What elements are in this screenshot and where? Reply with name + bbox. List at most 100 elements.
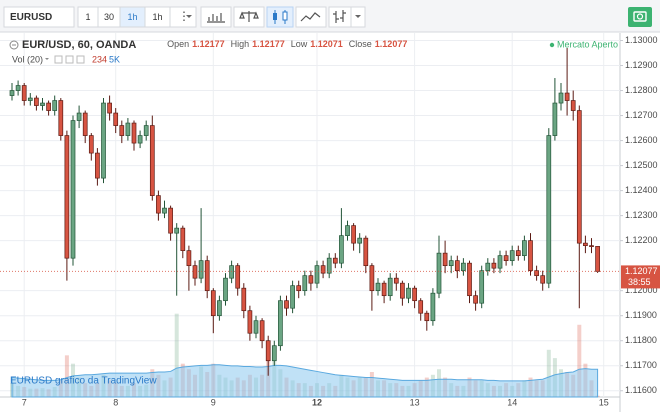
indicators-icon	[207, 13, 225, 23]
ohlc-value: 1.12177	[252, 39, 285, 49]
candle-body	[137, 135, 143, 144]
ohlc-value: 1.12071	[310, 39, 343, 49]
dropdown-icon	[45, 58, 49, 60]
candle-body	[180, 227, 186, 251]
candle-body	[326, 257, 332, 274]
candle-body	[509, 250, 515, 262]
candle-body	[583, 242, 588, 246]
candle-body	[40, 102, 45, 106]
y-tick-label: 1.11600	[625, 385, 657, 395]
candle-body	[363, 237, 369, 267]
candle-body	[9, 90, 15, 96]
x-tick-label: 14	[507, 397, 517, 407]
candle-body	[412, 287, 417, 302]
snapshot-button[interactable]	[628, 7, 652, 27]
collapse-icon[interactable]	[9, 40, 19, 50]
candle-body	[528, 240, 533, 272]
volume-bar	[577, 324, 582, 397]
candles-icon-body	[282, 11, 288, 21]
bars-icon	[333, 10, 346, 23]
candle-body	[461, 262, 466, 272]
candle-body	[149, 125, 155, 196]
candle-body	[265, 340, 271, 362]
candle-body	[131, 122, 137, 144]
remove-icon[interactable]	[76, 55, 85, 64]
candle-body	[302, 275, 308, 292]
candle-body	[448, 260, 454, 267]
y-tick-label: 1.12000	[625, 285, 658, 295]
candle-body	[393, 277, 399, 284]
bars-button[interactable]	[328, 6, 352, 28]
candle-body	[46, 102, 51, 111]
candle-body	[564, 92, 570, 101]
candle-body	[247, 310, 253, 334]
candles	[9, 48, 600, 376]
candle-body	[515, 250, 521, 257]
candle-body	[70, 120, 76, 259]
candle-body	[540, 275, 546, 284]
symbol[interactable]: EURUSD	[10, 12, 52, 23]
candles-button[interactable]	[266, 6, 294, 28]
candle-body	[369, 265, 375, 292]
candle-body	[210, 290, 216, 317]
candle-body	[253, 320, 259, 334]
candle-body	[314, 265, 320, 284]
candle-body	[235, 265, 241, 289]
candle-body	[296, 285, 302, 292]
candle-body	[424, 312, 430, 322]
volume-bar	[174, 313, 179, 397]
dropdown-icon	[186, 15, 192, 18]
area-icon	[300, 12, 321, 22]
candle-body	[387, 277, 393, 297]
candle-body	[58, 100, 64, 136]
legend: EUR/USD, 60, OANDA Open 1.12177 High 1.1217…	[22, 39, 407, 51]
y-tick-label: 1.12400	[625, 185, 658, 195]
candle-body	[351, 225, 356, 244]
hide-icon[interactable]	[65, 55, 74, 64]
candle-body	[595, 246, 600, 272]
candle-body	[76, 112, 82, 121]
more-icon: ⋮	[178, 9, 190, 23]
series-name: EUR/USD, 60, OANDA	[22, 39, 136, 51]
interval-label[interactable]: 1h	[152, 12, 162, 22]
candle-body	[454, 260, 460, 272]
candle-body	[27, 97, 33, 101]
candle-body	[473, 295, 478, 304]
candle-body	[217, 300, 222, 317]
more-button[interactable]	[169, 6, 197, 28]
candle-body	[418, 300, 424, 314]
candle-body	[119, 125, 125, 136]
candle-body	[430, 292, 436, 322]
y-tick-label: 1.12800	[625, 85, 658, 95]
candle-body	[107, 102, 112, 114]
candle-body	[522, 240, 527, 257]
settings-icon[interactable]	[54, 55, 63, 64]
candle-body	[467, 262, 472, 297]
candle-body	[570, 100, 576, 111]
candle-body	[436, 252, 442, 294]
candle-body	[345, 225, 350, 236]
compare-icon	[239, 11, 259, 22]
candle-body	[192, 265, 198, 279]
interval-label[interactable]: 1h	[127, 12, 137, 22]
ohlc-label: Close	[349, 39, 372, 49]
camera-icon	[633, 11, 647, 22]
x-tick-label: 7	[22, 397, 27, 407]
ohlc-label: Open	[167, 39, 189, 49]
candle-body	[485, 262, 491, 272]
candle-body	[552, 102, 558, 136]
symbol-box[interactable]	[3, 6, 75, 28]
interval-label[interactable]: 1	[85, 12, 90, 22]
candle-body	[101, 102, 106, 179]
candle-body	[174, 227, 180, 234]
candle-body	[381, 282, 387, 297]
candle-body	[497, 255, 503, 269]
candle-body	[21, 85, 27, 101]
interval-label[interactable]: 30	[104, 12, 114, 22]
indicators-button[interactable]	[200, 6, 232, 28]
candle-body	[64, 135, 70, 259]
interval-group: 1 30 1h 1h	[77, 6, 171, 28]
volume-bar	[64, 355, 69, 397]
price-label-box	[621, 265, 660, 289]
